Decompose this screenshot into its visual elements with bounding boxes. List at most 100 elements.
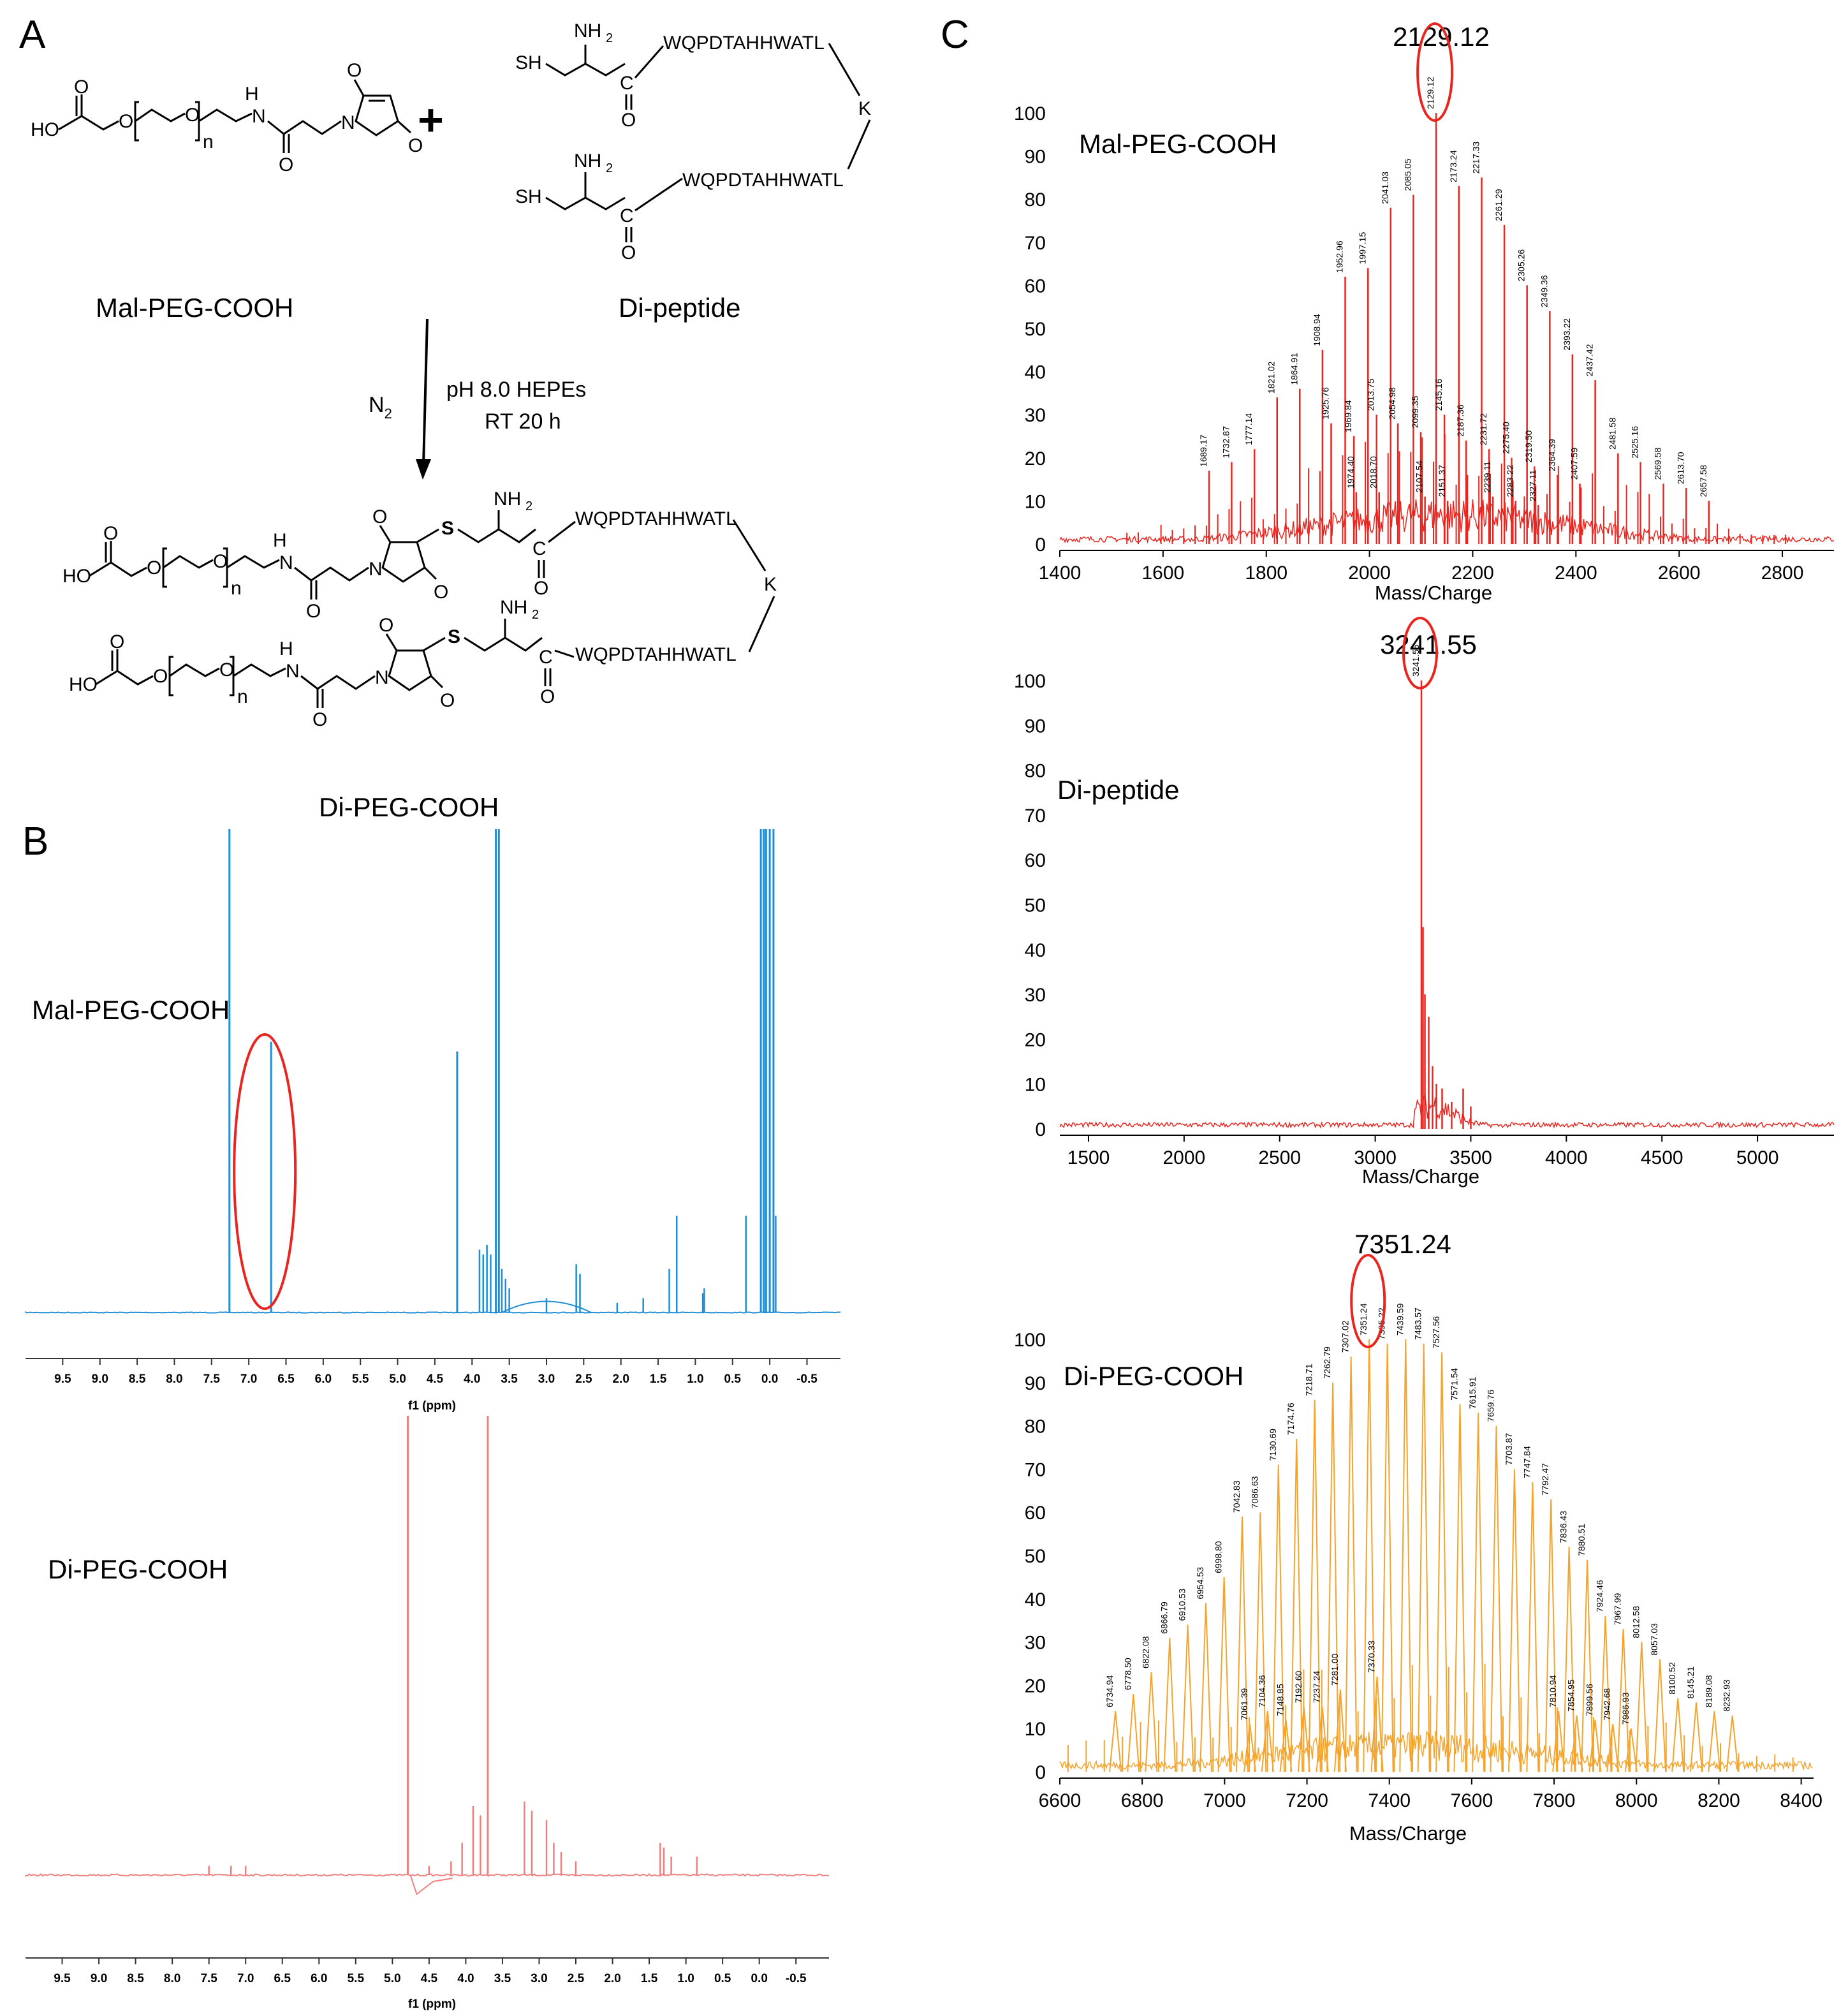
atom-label: HO <box>62 566 91 587</box>
atom-label: SH <box>515 186 542 207</box>
ms-y-tick-label: 90 <box>1025 716 1046 737</box>
ms-peak-label: 2364.39 <box>1547 439 1557 471</box>
nmr-spectra: Mal-PEG-COOH Di-PEG-COOH f1 (ppm) f1 (pp… <box>25 829 841 2011</box>
ms-peak-label: 7924.46 <box>1594 1580 1604 1612</box>
atom-label: HO <box>69 674 98 695</box>
ms-x-tick-label: 6800 <box>1121 1790 1164 1811</box>
ms-peak-label: 7986.93 <box>1620 1692 1631 1725</box>
ms-y-tick-label: 100 <box>1014 671 1046 692</box>
atom-label: O <box>185 105 200 126</box>
atom-label: N <box>341 112 355 133</box>
atom-label: NH <box>574 151 601 172</box>
ms-peak-label: 2231.72 <box>1478 413 1488 445</box>
ms-peak <box>1581 1559 1594 1772</box>
peptide-sequence: WQPDTAHHWATL <box>575 508 737 529</box>
reagent1-label: Mal-PEG-COOH <box>96 293 293 323</box>
ms-peak-label: 2657.58 <box>1698 465 1708 497</box>
ms-y-tick-label: 20 <box>1025 1675 1046 1696</box>
ms-x-tick-label: 8400 <box>1780 1790 1822 1811</box>
atom-label: O <box>213 551 228 572</box>
ms-peak-label: 2305.26 <box>1516 249 1527 282</box>
ms-x-tick-label: 5000 <box>1736 1147 1779 1168</box>
nmr-tick-label: 0.5 <box>724 1372 742 1386</box>
ms-x-tick-label: 2000 <box>1348 563 1391 584</box>
ms-peak-label: 7792.47 <box>1540 1463 1550 1496</box>
ms-peak <box>1297 1707 1310 1772</box>
ms-peak <box>1236 1516 1249 1772</box>
atom-label: N <box>286 661 300 682</box>
atom-label: C <box>620 205 634 226</box>
ms-x-tick-label: 3500 <box>1449 1147 1492 1168</box>
ms-peak-label: 2041.03 <box>1380 172 1390 204</box>
nmr-baseline <box>25 1873 830 1877</box>
nmr-tick-label: 6.5 <box>274 1972 291 1985</box>
ms-peak <box>1526 1482 1539 1772</box>
ms-peak-label: 7281.00 <box>1330 1653 1340 1686</box>
ms-peak-label: 2525.16 <box>1630 426 1640 459</box>
di-peg-cooh-structure: HO O O O n H N O N O <box>62 489 777 730</box>
condition-ph: pH 8.0 HEPEs <box>446 378 586 402</box>
ms-peak-label: 7880.51 <box>1576 1524 1587 1556</box>
atom-label: 2 <box>606 31 613 45</box>
atom-label: O <box>408 135 423 156</box>
ms-x-tick-label: 8200 <box>1698 1790 1740 1811</box>
ms-peak-label: 2319.50 <box>1523 430 1534 462</box>
ms-peak <box>1344 1357 1358 1772</box>
ms-peak-label: 7810.94 <box>1548 1675 1558 1707</box>
ms-y-tick-label: 90 <box>1025 147 1046 168</box>
atom-label: O <box>279 154 293 175</box>
ms-peak <box>1316 1707 1329 1772</box>
ms-peak-label: 6866.79 <box>1159 1601 1169 1634</box>
ms-x-tick-label: 7400 <box>1368 1790 1411 1811</box>
nmr-tick-label: 7.0 <box>237 1972 254 1985</box>
ms-y-tick-label: 70 <box>1025 233 1046 254</box>
nmr-tick-label: 3.0 <box>538 1372 555 1386</box>
nmr-tick-label: 4.5 <box>427 1372 444 1386</box>
ms-peak <box>1708 1711 1721 1772</box>
ms-peak-label: 7262.79 <box>1322 1346 1332 1379</box>
ms-peak-label: 8232.93 <box>1722 1679 1732 1712</box>
ms-peak-label: 3241.55 <box>1411 644 1421 677</box>
ms-peak-label: 7104.36 <box>1257 1675 1267 1707</box>
ms-x-tick-label: 3000 <box>1354 1147 1397 1168</box>
atom-label: N <box>369 559 383 580</box>
atom-label: N <box>375 667 389 688</box>
ms-peak <box>1243 1724 1257 1772</box>
ms-peak-label: 6734.94 <box>1104 1675 1115 1707</box>
nmr-tick-label: 4.0 <box>457 1972 474 1985</box>
atom-label: H <box>245 84 259 105</box>
ms-peak-label: 2569.58 <box>1653 448 1663 480</box>
ms-peak-label: 7967.99 <box>1613 1593 1623 1625</box>
atom-label: K <box>764 574 777 595</box>
atom-label: n <box>203 131 214 152</box>
ms-peak-label: 6822.08 <box>1140 1636 1150 1668</box>
atom-label: C <box>532 538 546 559</box>
ms-y-tick-label: 0 <box>1035 534 1046 556</box>
ms-peak <box>1326 1382 1340 1772</box>
ms-peak-label: 2217.33 <box>1470 142 1481 174</box>
nmr-tick-label: 5.0 <box>389 1372 406 1386</box>
nmr-tick-label: 1.0 <box>677 1972 694 1985</box>
ms-y-tick-label: 50 <box>1025 1546 1046 1567</box>
ms-peak <box>1435 1352 1449 1772</box>
ms-peak-label: 7571.54 <box>1449 1368 1460 1401</box>
ms-peak <box>1272 1464 1285 1772</box>
nmr-tick-label: 6.0 <box>311 1972 327 1985</box>
highlight-ellipse <box>1402 617 1438 689</box>
atom-label: O <box>153 666 168 687</box>
ms-peak <box>1570 1715 1583 1772</box>
nmr-dispersion <box>409 1874 453 1895</box>
ms-peak-label: 7615.91 <box>1467 1376 1478 1409</box>
ms-x-tick-label: 7200 <box>1286 1790 1328 1811</box>
ms-peak <box>1507 1469 1521 1772</box>
ms-title: 3241.55 <box>1380 629 1477 659</box>
nmr-tick-label: 0.0 <box>761 1372 778 1386</box>
nmr-tick-label: 8.5 <box>129 1372 146 1386</box>
atom-label: N <box>279 552 293 573</box>
ms-series-label: Di-PEG-COOH <box>1064 1361 1243 1391</box>
atom-label: O <box>534 578 548 599</box>
ms-peak-label: 7192.60 <box>1293 1670 1303 1703</box>
ms-peak-label: 7483.57 <box>1413 1307 1423 1340</box>
ms-peak-label: 7218.71 <box>1304 1364 1314 1396</box>
atom-label: 2 <box>532 608 539 622</box>
